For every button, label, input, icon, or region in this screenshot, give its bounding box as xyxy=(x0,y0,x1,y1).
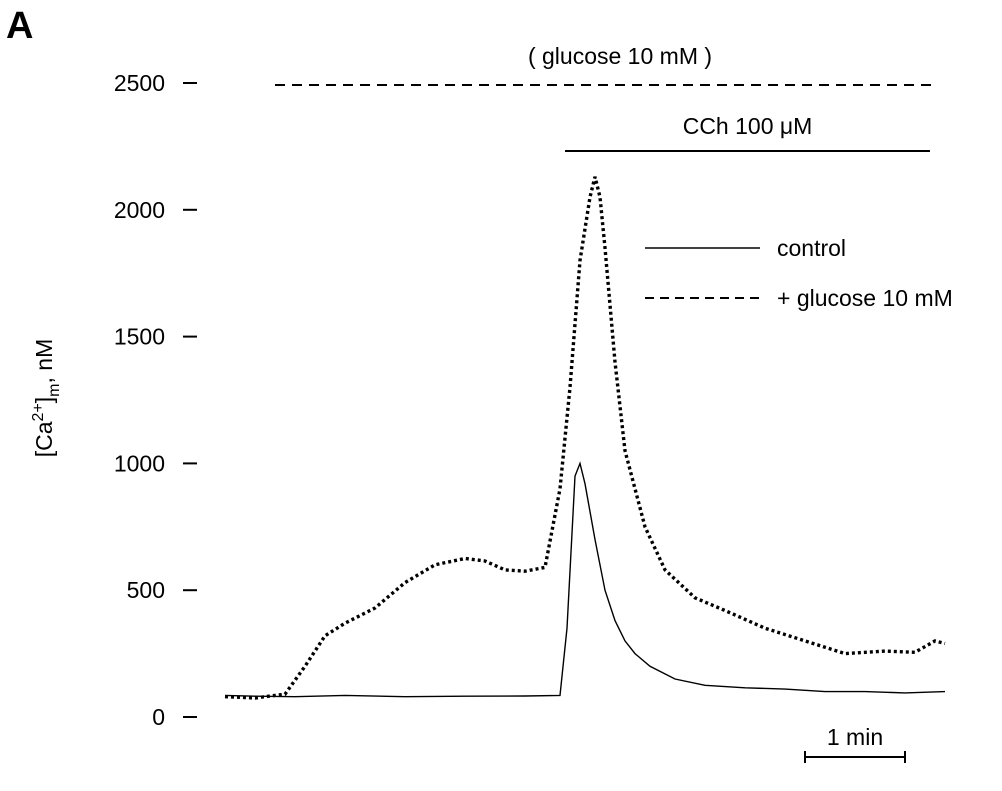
scale-bar-label: 1 min xyxy=(827,724,883,750)
y-axis-ticks: 0 500 1000 1500 2000 2500 xyxy=(114,70,197,730)
y-tick-label: 500 xyxy=(127,577,165,603)
panel-letter: A xyxy=(6,5,33,47)
y-axis-label-suffix: , nM xyxy=(31,339,57,384)
time-scale-bar: 1 min xyxy=(804,724,906,763)
series-control-line xyxy=(224,461,946,698)
cch-bar-label: CCh 100 μM xyxy=(683,113,813,139)
y-axis-label-superscript: 2+ xyxy=(30,403,47,421)
y-axis-label-bracket: ] xyxy=(31,397,57,403)
glucose-bar-label: ( glucose 10 mM ) xyxy=(528,43,712,69)
y-tick-label: 1500 xyxy=(114,324,165,350)
legend-control-label: control xyxy=(777,235,846,261)
y-axis-label-subscript: m xyxy=(46,383,63,396)
y-tick-label: 2000 xyxy=(114,197,165,223)
y-axis-label: [Ca2+]m, nM xyxy=(30,339,63,458)
y-axis-label-prefix: [Ca xyxy=(31,421,57,457)
y-tick-label: 1000 xyxy=(114,450,165,476)
y-tick-label: 0 xyxy=(152,704,165,730)
legend-glucose-label: + glucose 10 mM xyxy=(777,285,953,311)
legend: control + glucose 10 mM xyxy=(645,235,953,311)
series-glucose-line xyxy=(224,176,946,700)
y-tick-label: 2500 xyxy=(114,70,165,96)
